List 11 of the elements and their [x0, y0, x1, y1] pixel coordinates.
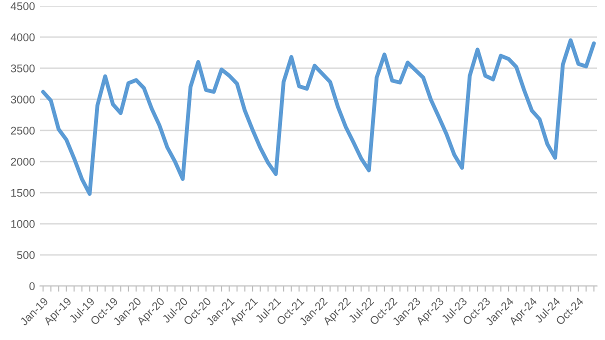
y-tick-label: 500: [17, 251, 35, 260]
y-tick-label: 1000: [11, 220, 35, 228]
y-tick-label: 3000: [10, 96, 35, 104]
y-tick-label: 3500: [10, 64, 35, 72]
line-series: [41, 38, 596, 196]
y-tick-label: 0: [29, 282, 35, 290]
y-tick-label: 2000: [10, 158, 35, 166]
y-tick-label: 1500: [11, 188, 35, 197]
y-tick-label: 2500: [10, 126, 35, 135]
y-tick-label: 4000: [10, 33, 35, 42]
y-tick-label: 4500: [10, 2, 35, 10]
